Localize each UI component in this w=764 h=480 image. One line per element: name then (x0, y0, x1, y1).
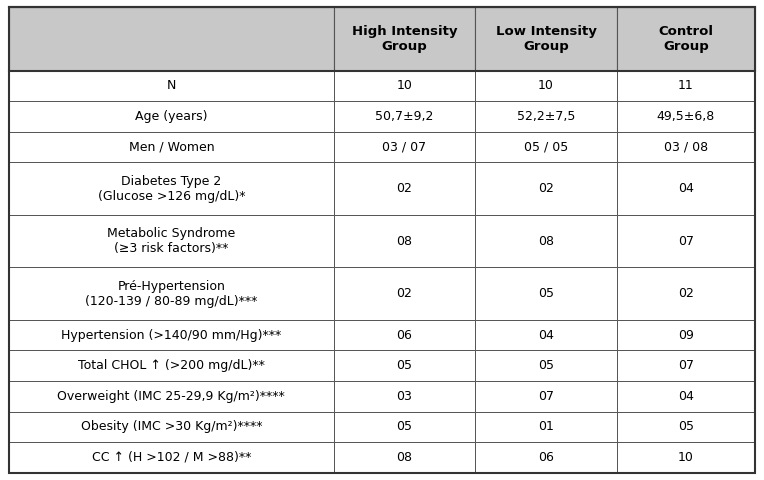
Bar (475, 7, 617, 71)
Bar (475, 71, 617, 101)
Bar (334, 350, 475, 381)
Text: 06: 06 (397, 329, 413, 342)
Bar (617, 320, 755, 350)
Bar (617, 267, 755, 320)
Bar (475, 101, 617, 132)
Text: 02: 02 (397, 182, 413, 195)
Bar (334, 215, 475, 267)
Bar (9, 101, 334, 132)
Bar (334, 320, 475, 350)
Text: 07: 07 (538, 390, 554, 403)
Text: 50,7±9,2: 50,7±9,2 (375, 110, 433, 123)
Text: 04: 04 (678, 182, 694, 195)
Bar (617, 381, 755, 411)
Text: 05: 05 (538, 287, 554, 300)
Bar (334, 132, 475, 162)
Bar (9, 162, 334, 215)
Bar (475, 162, 617, 215)
Text: 07: 07 (678, 235, 694, 248)
Text: Low Intensity
Group: Low Intensity Group (496, 25, 597, 53)
Text: 03 / 08: 03 / 08 (664, 141, 708, 154)
Text: High Intensity
Group: High Intensity Group (351, 25, 457, 53)
Text: Diabetes Type 2
(Glucose >126 mg/dL)*: Diabetes Type 2 (Glucose >126 mg/dL)* (98, 175, 245, 203)
Bar (9, 350, 334, 381)
Text: 07: 07 (678, 359, 694, 372)
Bar (9, 132, 334, 162)
Text: 05: 05 (397, 420, 413, 433)
Bar (475, 350, 617, 381)
Text: 49,5±6,8: 49,5±6,8 (657, 110, 715, 123)
Bar (9, 7, 334, 71)
Text: 02: 02 (538, 182, 554, 195)
Bar (475, 132, 617, 162)
Bar (9, 71, 334, 101)
Text: 04: 04 (538, 329, 554, 342)
Bar (617, 215, 755, 267)
Bar (9, 411, 334, 442)
Text: 10: 10 (678, 451, 694, 464)
Text: Obesity (IMC >30 Kg/m²)****: Obesity (IMC >30 Kg/m²)**** (80, 420, 262, 433)
Text: Total CHOL ↑ (>200 mg/dL)**: Total CHOL ↑ (>200 mg/dL)** (78, 359, 265, 372)
Text: 52,2±7,5: 52,2±7,5 (517, 110, 575, 123)
Bar (334, 162, 475, 215)
Bar (617, 411, 755, 442)
Text: 05: 05 (538, 359, 554, 372)
Text: 05 / 05: 05 / 05 (524, 141, 568, 154)
Bar (617, 7, 755, 71)
Bar (334, 267, 475, 320)
Bar (9, 267, 334, 320)
Bar (334, 101, 475, 132)
Bar (9, 320, 334, 350)
Text: 03 / 07: 03 / 07 (382, 141, 426, 154)
Bar (617, 162, 755, 215)
Bar (617, 132, 755, 162)
Bar (334, 381, 475, 411)
Bar (475, 267, 617, 320)
Bar (617, 442, 755, 473)
Text: Hypertension (>140/90 mm/Hg)***: Hypertension (>140/90 mm/Hg)*** (61, 329, 281, 342)
Text: 02: 02 (678, 287, 694, 300)
Text: 06: 06 (538, 451, 554, 464)
Text: Control
Group: Control Group (659, 25, 714, 53)
Text: Metabolic Syndrome
(≥3 risk factors)**: Metabolic Syndrome (≥3 risk factors)** (107, 227, 235, 255)
Text: 05: 05 (678, 420, 694, 433)
Text: 08: 08 (538, 235, 554, 248)
Bar (617, 71, 755, 101)
Bar (9, 381, 334, 411)
Bar (617, 350, 755, 381)
Text: 09: 09 (678, 329, 694, 342)
Text: 04: 04 (678, 390, 694, 403)
Text: 08: 08 (397, 235, 413, 248)
Bar (9, 442, 334, 473)
Bar (475, 320, 617, 350)
Text: 10: 10 (538, 79, 554, 92)
Text: Men / Women: Men / Women (128, 141, 214, 154)
Text: 10: 10 (397, 79, 413, 92)
Text: 02: 02 (397, 287, 413, 300)
Text: 03: 03 (397, 390, 413, 403)
Text: Overweight (IMC 25-29,9 Kg/m²)****: Overweight (IMC 25-29,9 Kg/m²)**** (57, 390, 285, 403)
Bar (475, 442, 617, 473)
Bar (334, 411, 475, 442)
Text: Pré-Hypertension
(120-139 / 80-89 mg/dL)***: Pré-Hypertension (120-139 / 80-89 mg/dL)… (85, 279, 257, 308)
Text: 05: 05 (397, 359, 413, 372)
Bar (334, 71, 475, 101)
Text: Age (years): Age (years) (135, 110, 208, 123)
Bar (617, 101, 755, 132)
Text: CC ↑ (H >102 / M >88)**: CC ↑ (H >102 / M >88)** (92, 451, 251, 464)
Bar (475, 215, 617, 267)
Bar (475, 411, 617, 442)
Bar (475, 381, 617, 411)
Text: 08: 08 (397, 451, 413, 464)
Text: 11: 11 (678, 79, 694, 92)
Text: N: N (167, 79, 176, 92)
Bar (334, 442, 475, 473)
Text: 01: 01 (538, 420, 554, 433)
Bar (334, 7, 475, 71)
Bar (9, 215, 334, 267)
